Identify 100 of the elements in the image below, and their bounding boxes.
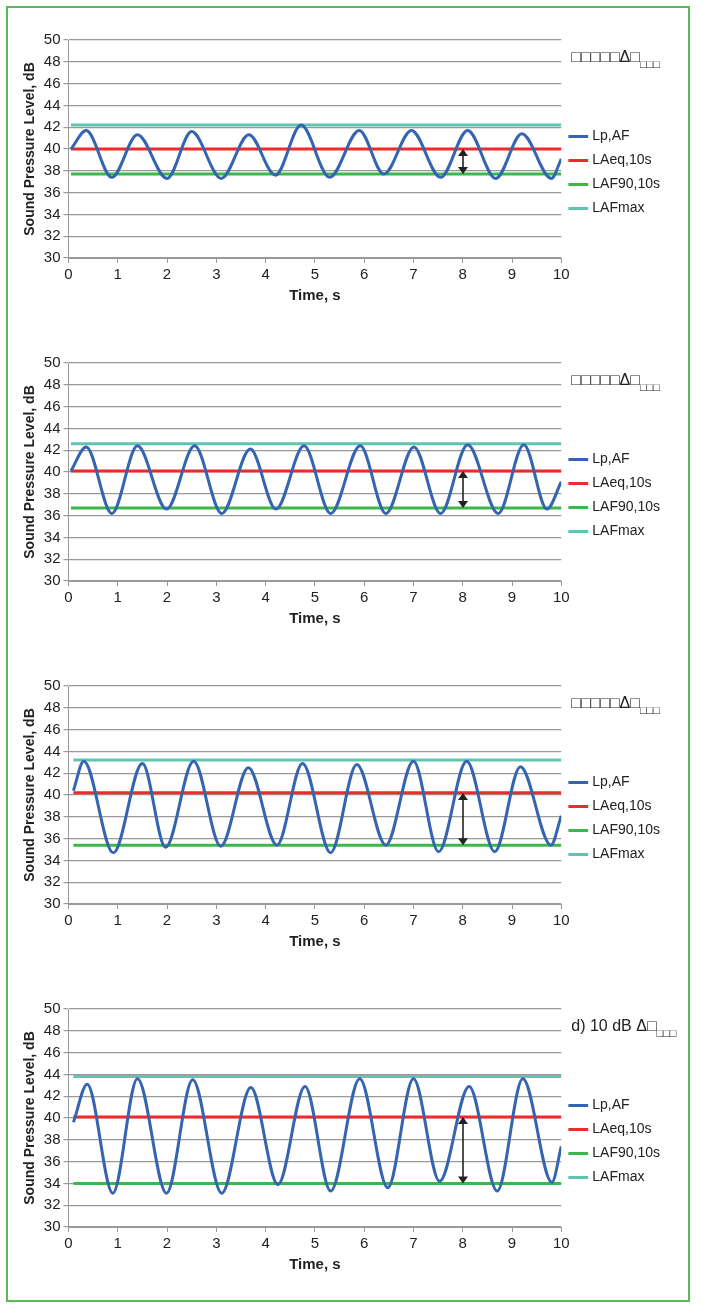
x-tick-label: 5 <box>310 588 320 606</box>
x-tick-label: 10 <box>552 265 570 283</box>
y-tick-label: 38 <box>43 160 61 178</box>
y-tick-label: 46 <box>43 1042 61 1060</box>
y-tick-label: 36 <box>43 182 61 200</box>
y-tick-label: 32 <box>43 872 61 890</box>
legend-label: Lp,AF <box>592 450 630 467</box>
x-tick-label: 9 <box>507 1234 517 1252</box>
y-tick-label: 32 <box>43 226 61 244</box>
y-tick-label: 30 <box>43 571 61 589</box>
y-tick-label: 46 <box>43 396 61 414</box>
x-tick-label: 3 <box>212 911 221 929</box>
x-tick-label: 2 <box>162 911 172 929</box>
y-tick-label: 44 <box>43 741 61 759</box>
y-tick-label: 50 <box>43 676 61 694</box>
x-axis-title: Time, s <box>289 286 341 304</box>
y-tick-label: 46 <box>43 73 61 91</box>
x-tick-label: 2 <box>162 588 172 606</box>
y-tick-label: 34 <box>43 850 61 868</box>
y-tick-label: 40 <box>43 462 61 480</box>
text: □□□□□Δ□□□□ <box>571 48 661 70</box>
y-tick-label: 30 <box>43 894 61 912</box>
y-tick-label: 42 <box>43 117 61 135</box>
legend-label: LAFmax <box>592 1168 645 1185</box>
x-tick-label: 10 <box>552 911 570 929</box>
legend-label: LAeq,10s <box>592 1120 652 1137</box>
y-tick-label: 34 <box>43 527 61 545</box>
x-tick-label: 0 <box>64 911 73 929</box>
y-tick-label: 40 <box>43 785 61 803</box>
y-tick-label: 38 <box>43 806 61 824</box>
text: □□□□□Δ□□□□ <box>571 694 661 716</box>
x-tick-label: 8 <box>458 588 467 606</box>
x-tick-label: 6 <box>360 265 369 283</box>
y-tick-label: 36 <box>43 1151 61 1169</box>
x-tick-label: 4 <box>261 588 270 606</box>
y-tick-label: 34 <box>43 1173 61 1191</box>
x-tick-label: 1 <box>113 588 122 606</box>
y-tick-label: 42 <box>43 763 61 781</box>
legend-label: Lp,AF <box>592 773 630 790</box>
x-tick-label: 7 <box>409 265 418 283</box>
x-tick-label: 8 <box>458 911 467 929</box>
x-tick-label: 1 <box>113 265 122 283</box>
y-tick-label: 42 <box>43 440 61 458</box>
x-tick-label: 4 <box>261 1234 270 1252</box>
legend-label: LAF90,10s <box>592 498 661 515</box>
y-axis-title: Sound Pressure Level, dB <box>21 708 38 882</box>
x-tick-label: 4 <box>261 265 270 283</box>
y-tick-label: 30 <box>43 1217 61 1235</box>
y-tick-label: 36 <box>43 828 61 846</box>
x-tick-label: 8 <box>458 1234 467 1252</box>
text: □□□□□Δ□□□□ <box>571 371 661 393</box>
x-tick-label: 1 <box>113 911 122 929</box>
x-axis-title: Time, s <box>289 932 341 950</box>
x-tick-label: 4 <box>261 911 270 929</box>
x-tick-label: 7 <box>409 588 418 606</box>
y-axis-title: Sound Pressure Level, dB <box>21 385 38 559</box>
x-tick-label: 5 <box>310 911 320 929</box>
x-tick-label: 10 <box>552 588 570 606</box>
legend-label: LAF90,10s <box>592 821 661 838</box>
y-axis-title: Sound Pressure Level, dB <box>21 62 38 236</box>
y-tick-label: 48 <box>43 697 61 715</box>
x-tick-label: 9 <box>507 265 517 283</box>
y-tick-label: 42 <box>43 1086 61 1104</box>
legend-label: Lp,AF <box>592 127 630 144</box>
y-tick-label: 50 <box>43 30 61 48</box>
x-tick-label: 8 <box>458 265 467 283</box>
legend-label: LAFmax <box>592 199 645 216</box>
y-tick-label: 44 <box>43 95 61 113</box>
legend-label: LAeq,10s <box>592 151 652 168</box>
y-tick-label: 34 <box>43 204 61 222</box>
x-tick-label: 0 <box>64 265 73 283</box>
x-axis-title: Time, s <box>289 609 341 627</box>
y-tick-label: 46 <box>43 719 61 737</box>
y-axis-title: Sound Pressure Level, dB <box>21 1031 38 1205</box>
legend-label: LAFmax <box>592 845 645 862</box>
x-tick-label: 7 <box>409 1234 418 1252</box>
y-tick-label: 50 <box>43 353 61 371</box>
y-tick-label: 48 <box>43 1020 61 1038</box>
x-tick-label: 5 <box>310 1234 320 1252</box>
text: d) 10 dB Δ□□□□ <box>571 1017 677 1039</box>
y-tick-label: 40 <box>43 139 61 157</box>
legend-label: LAFmax <box>592 522 645 539</box>
y-tick-label: 36 <box>43 505 61 523</box>
y-tick-label: 48 <box>43 51 61 69</box>
x-axis-title: Time, s <box>289 1255 341 1273</box>
y-tick-label: 44 <box>43 1064 61 1082</box>
x-tick-label: 5 <box>310 265 320 283</box>
legend-label: LAeq,10s <box>592 797 652 814</box>
x-tick-label: 10 <box>552 1234 570 1252</box>
y-tick-label: 40 <box>43 1108 61 1126</box>
x-tick-label: 3 <box>212 265 221 283</box>
y-tick-label: 32 <box>43 1195 61 1213</box>
legend-label: LAeq,10s <box>592 474 652 491</box>
x-tick-label: 3 <box>212 588 221 606</box>
y-tick-label: 38 <box>43 1129 61 1147</box>
x-tick-label: 2 <box>162 1234 172 1252</box>
x-tick-label: 6 <box>360 911 369 929</box>
x-tick-label: 2 <box>162 265 172 283</box>
y-tick-label: 38 <box>43 483 61 501</box>
x-tick-label: 7 <box>409 911 418 929</box>
